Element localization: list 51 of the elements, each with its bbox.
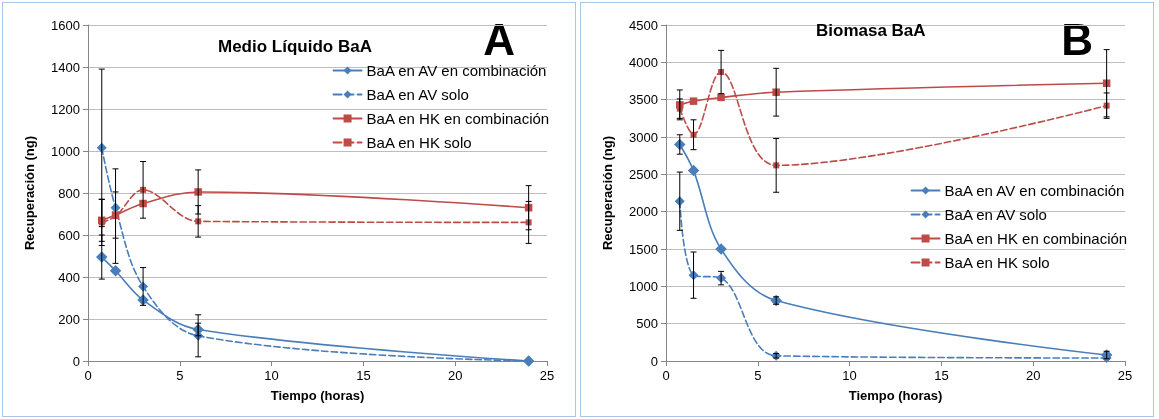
point (687, 164, 700, 177)
x-tick-label: 20 (447, 368, 463, 383)
legend-label: BaA en AV en combinación (944, 182, 1125, 199)
legend-label: BaA en HK solo (366, 134, 472, 151)
point (109, 264, 122, 277)
point (715, 243, 727, 255)
x-tick-label: 5 (754, 368, 762, 383)
legend-label: BaA en HK en combinación (366, 110, 550, 127)
point (689, 97, 698, 105)
y-tick-label: 500 (636, 316, 658, 332)
y-tick-label: 3500 (629, 92, 658, 108)
x-tick-label: 5 (176, 368, 184, 383)
x-tick-label: 10 (264, 368, 279, 383)
y-tick-label: 400 (58, 269, 80, 285)
annotation: B (1061, 14, 1094, 64)
y-tick-label: 800 (58, 185, 80, 201)
x-tick-label: 15 (356, 368, 371, 383)
y-tick-label: 1000 (629, 278, 658, 294)
x-tick-label: 20 (1025, 368, 1041, 383)
y-tick-label: 1400 (51, 59, 80, 75)
y-axis-title: Recuperación (ng) (600, 135, 615, 251)
text: Medio Líquido BaA (218, 37, 372, 56)
annotation: A (483, 14, 516, 64)
x-tick-label: 25 (539, 368, 555, 383)
x-tick-label: 0 (84, 368, 92, 383)
y-tick-label: 1200 (51, 101, 80, 117)
y-axis-title: Recuperación (ng) (22, 135, 37, 251)
y-tick-label: 0 (650, 353, 658, 369)
chart-title: Biomasa BaA (816, 21, 926, 40)
legend-label: BaA en AV en combinación (366, 62, 547, 79)
y-tick-label: 3000 (629, 129, 658, 145)
legend-label: BaA en HK solo (944, 254, 1050, 271)
y-tick-label: 4500 (629, 17, 658, 33)
y-tick-label: 200 (58, 311, 80, 327)
y-tick-label: 1600 (51, 17, 80, 33)
y-tick-label: 2500 (629, 166, 658, 182)
legend-label: BaA en AV solo (366, 86, 469, 103)
x-tick-label: 15 (934, 368, 949, 383)
x-tick-label: 10 (842, 368, 857, 383)
x-axis-title: Tiempo (horas) (848, 388, 943, 403)
legend-label: BaA en HK en combinación (944, 230, 1128, 247)
x-axis-title: Tiempo (horas) (270, 388, 365, 403)
y-tick-label: 4000 (629, 54, 658, 70)
y-tick-label: 600 (58, 227, 80, 243)
x-tick-label: 25 (1117, 368, 1133, 383)
y-tick-label: 0 (72, 353, 80, 369)
y-tick-label: 1000 (51, 143, 80, 159)
legend-label: BaA en AV solo (944, 206, 1047, 223)
y-tick-label: 2000 (629, 204, 658, 220)
x-tick-label: 0 (662, 368, 670, 383)
y-tick-label: 1500 (629, 241, 658, 257)
